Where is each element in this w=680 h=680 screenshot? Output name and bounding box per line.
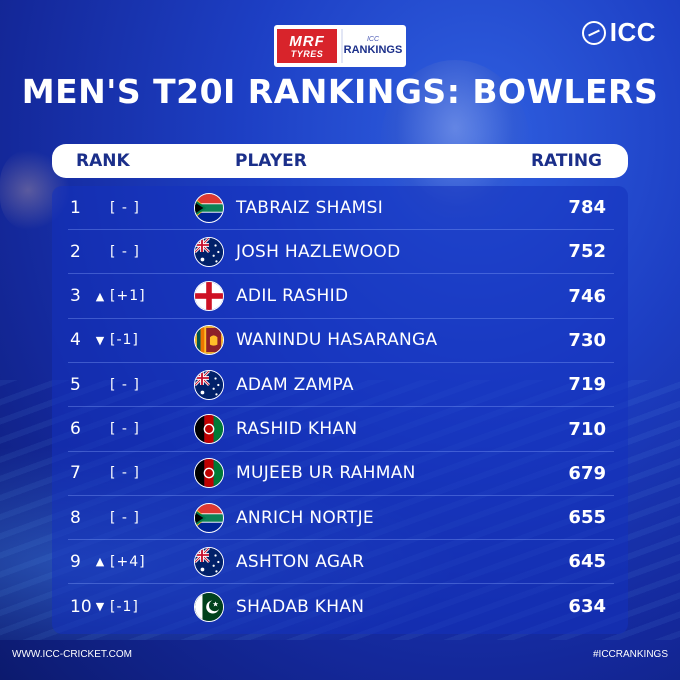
- rank-movement: [ - ]: [92, 465, 160, 481]
- icc-ball-icon: [581, 20, 606, 45]
- player-rating: 752: [568, 241, 606, 263]
- rank-movement: ▲ [+4]: [92, 554, 160, 570]
- rank-movement: [ - ]: [92, 510, 160, 526]
- rank-movement: [ - ]: [92, 377, 160, 393]
- rank-number: 2: [70, 241, 81, 262]
- player-name: JOSH HAZLEWOOD: [236, 241, 401, 262]
- website-link[interactable]: WWW.ICC-CRICKET.COM: [12, 649, 132, 660]
- australia-flag-icon: [194, 236, 224, 267]
- table-row: 1 [ - ] TABRAIZ SHAMSI 784: [68, 186, 614, 230]
- movement-arrow-icon: ▼: [95, 333, 105, 347]
- player-rating: 679: [568, 462, 606, 484]
- australia-flag-icon: [194, 546, 224, 577]
- table-row: 7 [ - ] MUJEEB UR RAHMAN 679: [68, 452, 614, 496]
- player-rating: 710: [568, 418, 606, 440]
- player-name: RASHID KHAN: [236, 419, 358, 439]
- table-row: 3 ▲ [+1] ADIL RASHID 746: [68, 275, 614, 319]
- player-name: WANINDU HASARANGA: [236, 330, 438, 351]
- pakistan-flag-icon: [194, 591, 224, 622]
- header-rank: RANK: [76, 151, 130, 171]
- afghanistan-flag-icon: [194, 414, 224, 444]
- movement-arrow-icon: ▲: [95, 555, 105, 569]
- rank-number: 8: [70, 507, 81, 528]
- rank-number: 3: [70, 286, 81, 307]
- player-rating: 719: [568, 374, 606, 396]
- player-name: ADIL RASHID: [236, 286, 349, 307]
- table-row: 2 [ - ] JOSH HAZLEWOOD 752: [68, 230, 614, 275]
- rank-change: [+1]: [110, 288, 146, 305]
- table-row: 10 ▼ [-1] SHADAB KHAN 634: [68, 585, 614, 629]
- rank-change: [-1]: [110, 598, 139, 615]
- south-africa-flag-icon: [194, 192, 224, 223]
- rank-number: 4: [70, 330, 81, 351]
- player-name: ADAM ZAMPA: [236, 374, 354, 395]
- australia-flag-icon: [194, 369, 224, 400]
- sri-lanka-flag-icon: [194, 325, 224, 356]
- rank-number: 6: [70, 419, 81, 439]
- rank-movement: ▼ [-1]: [92, 332, 160, 348]
- rank-movement: ▼ [-1]: [92, 599, 160, 615]
- icc-logo: ICC: [581, 17, 656, 48]
- table-row: 5 [ - ] ADAM ZAMPA 719: [68, 363, 614, 408]
- rank-number: 9: [70, 551, 81, 572]
- table-row: 8 [ - ] ANRICH NORTJE 655: [68, 496, 614, 541]
- icc-wordmark: ICC: [609, 17, 656, 47]
- player-name: TABRAIZ SHAMSI: [236, 197, 384, 218]
- tyres-text: TYRES: [290, 48, 324, 59]
- rank-number: 7: [70, 463, 81, 484]
- mrf-logo: MRF TYRES: [277, 29, 337, 63]
- rank-movement: [ - ]: [92, 421, 160, 437]
- header-rating: RATING: [530, 151, 602, 171]
- rankings-logo: ICC RANKINGS: [341, 29, 403, 63]
- player-rating: 655: [568, 507, 606, 529]
- page-title: MEN'S T20I RANKINGS: BOWLERS: [21, 72, 659, 111]
- rank-change: [ - ]: [110, 243, 140, 260]
- south-africa-flag-icon: [194, 502, 224, 533]
- player-rating: 634: [568, 596, 606, 618]
- afghanistan-flag-icon: [194, 458, 224, 489]
- rank-change: [ - ]: [110, 199, 140, 216]
- rank-change: [ - ]: [110, 465, 140, 482]
- movement-arrow-icon: ▼: [95, 600, 105, 614]
- table-row: 6 [ - ] RASHID KHAN 710: [68, 408, 614, 452]
- sponsor-logo: MRF TYRES ICC RANKINGS: [274, 25, 406, 67]
- rank-change: [ - ]: [110, 376, 140, 393]
- player-name: SHADAB KHAN: [236, 596, 365, 617]
- header-player: PLAYER: [235, 151, 307, 171]
- rank-number: 5: [70, 374, 81, 395]
- rank-change: [ - ]: [110, 421, 140, 437]
- player-rating: 730: [568, 329, 606, 351]
- hashtag: #ICCRANKINGS: [592, 649, 668, 660]
- rank-movement: ▲ [+1]: [92, 288, 160, 304]
- table-row: 4 ▼ [-1] WANINDU HASARANGA 730: [68, 319, 614, 363]
- table-row: 9 ▲ [+4] ASHTON AGAR 645: [68, 540, 614, 585]
- player-name: ANRICH NORTJE: [236, 507, 374, 528]
- table-header: RANK PLAYER RATING: [52, 144, 628, 178]
- player-rating: 746: [568, 285, 606, 307]
- player-rating: 645: [568, 551, 606, 573]
- player-rating: 784: [568, 197, 606, 218]
- player-name: ASHTON AGAR: [236, 551, 365, 572]
- rankings-text: RANKINGS: [343, 44, 403, 56]
- mrf-text: MRF: [289, 32, 325, 50]
- player-name: MUJEEB UR RAHMAN: [236, 463, 416, 484]
- rank-movement: [ - ]: [92, 244, 160, 260]
- rank-number: 1: [70, 197, 81, 218]
- rankings-icc-text: ICC: [366, 36, 380, 43]
- england-flag-icon: [194, 281, 224, 312]
- rank-movement: [ - ]: [92, 200, 160, 216]
- rank-change: [+4]: [110, 553, 146, 570]
- rank-change: [ - ]: [110, 509, 140, 526]
- movement-arrow-icon: ▲: [95, 289, 105, 303]
- rankings-panel: [52, 186, 628, 634]
- rank-number: 10: [70, 596, 92, 617]
- rank-change: [-1]: [110, 332, 139, 349]
